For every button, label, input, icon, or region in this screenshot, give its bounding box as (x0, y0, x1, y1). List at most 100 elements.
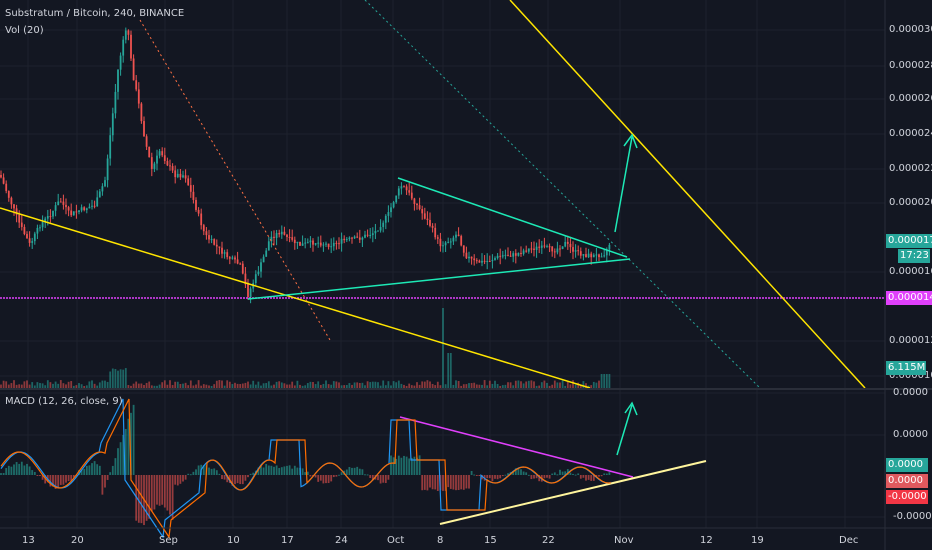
volume-bar (239, 384, 242, 388)
volume-bar (340, 385, 343, 388)
candle-body (195, 199, 197, 210)
candle-body (483, 260, 486, 262)
volume-bar (67, 381, 70, 388)
candle-body (26, 234, 28, 239)
lower-trendline (0, 207, 591, 389)
macd-histogram-bar (600, 475, 603, 477)
macd-histogram-bar (384, 475, 387, 484)
candle-body (62, 201, 65, 205)
volume-bar (447, 353, 450, 388)
candle-body (78, 210, 80, 212)
volume-bar (208, 385, 210, 388)
candle-body (460, 236, 463, 246)
volume-bar (293, 385, 296, 388)
candle-body (574, 250, 577, 252)
volume-bar (473, 382, 476, 388)
macd-histogram-bar (270, 465, 273, 475)
macd-histogram-bar (96, 464, 99, 475)
candle-body (540, 245, 543, 248)
candle-body (462, 245, 465, 253)
macd-histogram-bar (345, 469, 348, 475)
volume-bar (387, 381, 390, 388)
candle-body (442, 245, 444, 247)
macd-histogram-bar (577, 473, 580, 475)
macd-histogram-bar (527, 474, 530, 476)
candle-body (44, 218, 47, 223)
candle-body (475, 260, 478, 262)
candle-body (520, 252, 522, 254)
candle-body (408, 190, 411, 193)
price-axis-tick: 0.00001200 (889, 335, 932, 346)
candle-body (416, 203, 418, 206)
macd-histogram-bar (65, 475, 67, 483)
macd-histogram-bar (496, 475, 499, 480)
macd-histogram-bar (283, 466, 286, 475)
volume-bar (379, 385, 382, 388)
volume-bar (530, 380, 533, 388)
volume-bar (426, 380, 429, 388)
volume-bar (504, 384, 507, 388)
candle-body (543, 245, 546, 247)
macd-histogram-bar (288, 465, 291, 475)
volume-bar (299, 384, 301, 388)
macd-histogram-bar (462, 475, 465, 490)
macd-histogram-bar (197, 465, 200, 475)
candle-body (202, 225, 205, 232)
candle-body (223, 252, 226, 254)
volume-bar (218, 380, 221, 388)
macd-histogram-bar (582, 475, 585, 478)
macd-histogram-bar (335, 475, 338, 477)
macd-histogram-bar (244, 475, 247, 481)
macd-histogram-bar (137, 475, 140, 523)
volume-bar (572, 380, 574, 388)
macd-histogram-bar (213, 468, 216, 475)
candle-body (496, 255, 499, 259)
candle-body (548, 246, 551, 248)
candle-body (18, 214, 21, 223)
price-axis-tick: 0.00002400 (889, 128, 932, 139)
candle-body (122, 39, 125, 56)
volume-bar (478, 384, 481, 388)
candle-body (182, 175, 184, 178)
volume-bar (7, 384, 10, 388)
volume-bar (163, 380, 166, 388)
candle-body (535, 246, 538, 250)
volume-bar (499, 385, 502, 388)
candle-body (249, 288, 252, 297)
candle-body (119, 55, 122, 70)
volume-bar (364, 385, 366, 388)
volume-bar (106, 381, 109, 388)
candle-body (91, 205, 93, 207)
volume-bar (416, 382, 418, 388)
candle-body (189, 185, 192, 192)
candle-body (54, 205, 57, 211)
candle-body (405, 186, 408, 191)
volume-bar (205, 384, 208, 388)
candle-body (80, 207, 83, 211)
candle-body (348, 237, 351, 240)
volume-bar (83, 385, 86, 388)
volume-bar (556, 382, 559, 388)
volume-bar (520, 381, 522, 388)
macd-histogram-bar (127, 418, 130, 475)
candle-body (392, 202, 395, 208)
price-axis-tick: 0.00002600 (889, 93, 932, 104)
candle-body (166, 160, 169, 166)
macd-histogram-bar (504, 474, 507, 476)
candle-body (595, 254, 598, 256)
macd-histogram-bar (452, 475, 455, 490)
candle-body (590, 253, 593, 258)
macd-histogram-bar (455, 475, 457, 491)
volume-bar (166, 384, 169, 388)
candle-body (473, 258, 476, 261)
volume-bar (561, 380, 564, 388)
volume-bar (132, 383, 135, 388)
candle-body (5, 183, 8, 191)
candle-body (57, 201, 60, 206)
volume-bar (202, 384, 205, 388)
volume-bar (319, 384, 322, 388)
candle-body (33, 233, 36, 242)
macd-histogram-bar (400, 457, 403, 475)
macd-histogram-bar (592, 475, 595, 481)
